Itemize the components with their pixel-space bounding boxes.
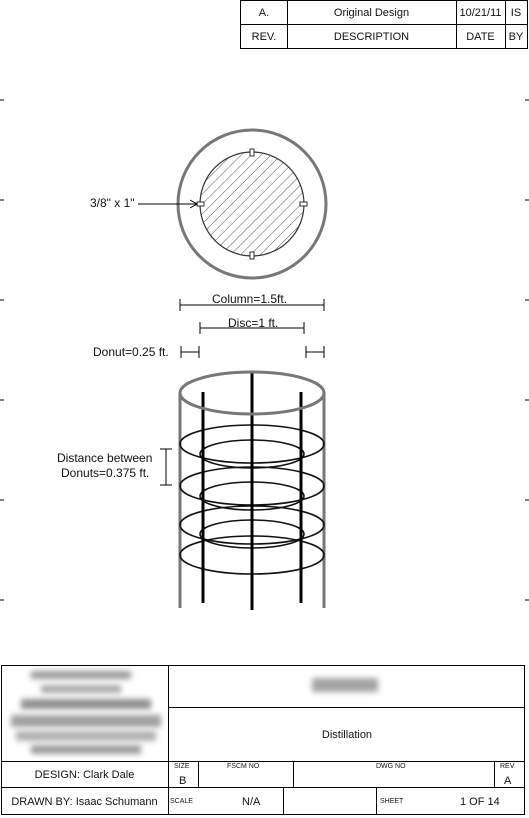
donut-dimension-label: Donut=0.25 ft.	[93, 345, 169, 359]
fscm-label: FSCM NO	[227, 763, 260, 770]
title-block	[1, 665, 525, 815]
size-cell: SIZE B	[169, 761, 199, 787]
scale-label: SCALE	[170, 798, 193, 805]
dimension-lines	[160, 299, 325, 486]
rev-header-by: BY	[505, 24, 528, 49]
scale-cell: SCALE N/A	[169, 787, 284, 815]
sheet-value: 1 OF 14	[460, 796, 500, 808]
company-logo-area	[1, 665, 169, 761]
scale-value: N/A	[242, 796, 261, 808]
rev-header-description: DESCRIPTION	[287, 24, 457, 49]
drawing-title: Distillation	[321, 728, 373, 741]
support-rods	[201, 373, 303, 610]
column-side-view	[178, 370, 326, 610]
column-dimension-label: Column=1.5ft.	[212, 292, 288, 306]
size-value: B	[179, 775, 187, 787]
spacer-left	[196, 201, 205, 207]
drawn-by: DRAWN BY: Isaac Schumann	[1, 787, 169, 815]
dwg-label: DWG NO	[376, 763, 406, 770]
rev-header-date: DATE	[456, 24, 506, 49]
design-by: DESIGN: Clark Dale	[1, 761, 169, 787]
disc-dimension-label: Disc=1 ft.	[228, 316, 279, 330]
disc-hatched	[199, 151, 305, 257]
fscm-cell: FSCM NO	[199, 761, 294, 787]
drawing-canvas	[0, 99, 529, 610]
organization-name-area	[169, 665, 525, 708]
rev-cell: REV A	[495, 761, 525, 787]
callout-label: 3/8" x 1"	[90, 196, 135, 210]
donut-distance-label-1: Distance between	[57, 451, 153, 465]
spacer-bottom	[249, 251, 255, 260]
top-view	[138, 128, 328, 280]
spacer-top	[249, 148, 255, 157]
blank-cell	[284, 787, 377, 815]
donut-distance-label-2: Donuts=0.375 ft.	[61, 466, 150, 480]
rev-label: REV	[500, 763, 515, 770]
spacer-right	[299, 201, 308, 207]
callout-arrowhead	[189, 199, 199, 209]
sheet-label: SHEET	[380, 798, 404, 805]
sheet-cell: SHEET 1 OF 14	[377, 787, 525, 815]
rev-value: A	[504, 775, 512, 787]
dwg-cell: DWG NO	[294, 761, 495, 787]
sheet-edge-ticks	[0, 99, 529, 601]
size-label: SIZE	[174, 763, 190, 770]
rev-header-rev: REV.	[240, 24, 288, 49]
shell-top-rim	[178, 370, 326, 416]
